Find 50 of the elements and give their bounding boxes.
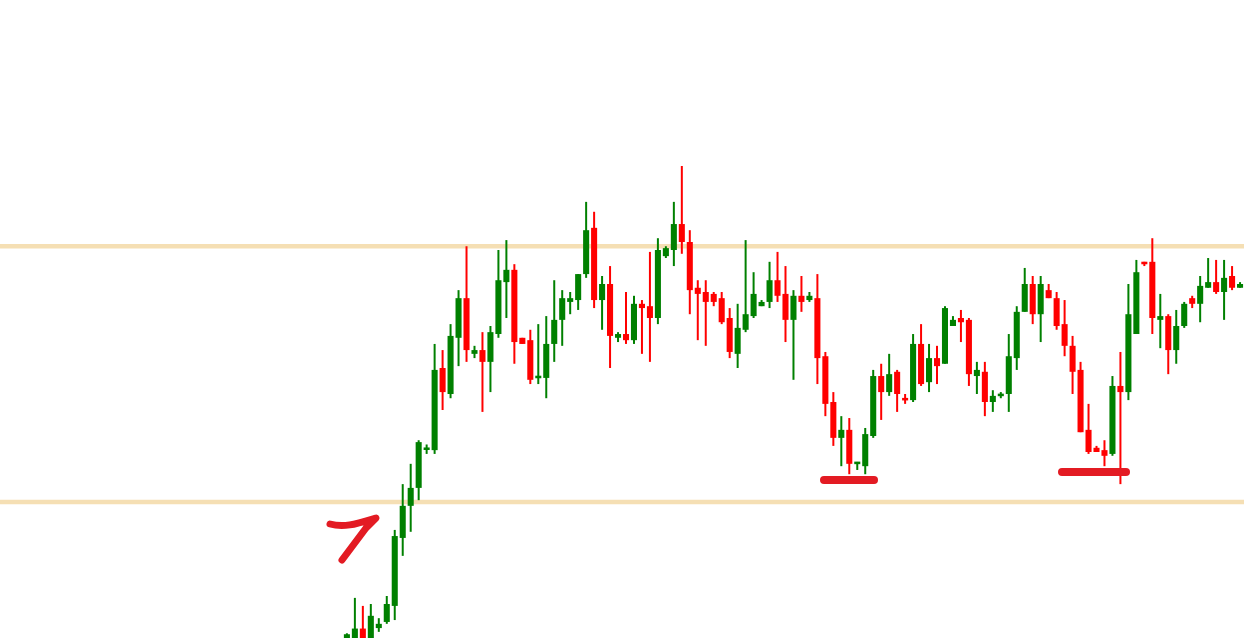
candlestick xyxy=(367,603,374,638)
candlestick xyxy=(583,200,590,279)
candlestick xyxy=(1101,439,1108,468)
candlestick xyxy=(1181,300,1188,329)
candlestick xyxy=(359,604,366,638)
candlestick xyxy=(551,279,558,363)
candlestick xyxy=(630,294,638,345)
candlestick xyxy=(1221,258,1228,321)
candlestick xyxy=(1229,265,1236,292)
candlestick xyxy=(543,315,550,400)
candlestick xyxy=(638,299,645,355)
candlestick xyxy=(670,200,677,268)
candlestick xyxy=(678,164,685,255)
candlestick xyxy=(527,328,534,386)
candlestick xyxy=(933,344,941,386)
candlestick xyxy=(575,273,582,311)
candlestick xyxy=(479,331,486,413)
candlestick xyxy=(1037,274,1044,344)
candlestick xyxy=(1165,313,1172,376)
candlestick xyxy=(1021,266,1028,313)
candlestick xyxy=(981,360,988,418)
candlestick xyxy=(559,289,566,347)
candlestick xyxy=(702,279,709,347)
candlestick xyxy=(766,260,773,310)
candlestick xyxy=(838,415,845,468)
candlestick xyxy=(622,291,630,345)
candlestick xyxy=(878,362,885,421)
candlestick xyxy=(846,417,853,476)
candlestick xyxy=(989,389,996,413)
candlestick xyxy=(1173,308,1180,365)
candlestick xyxy=(407,462,414,533)
candlestick xyxy=(1117,350,1124,486)
candlestick xyxy=(886,352,893,397)
candlestick xyxy=(646,250,653,363)
candlestick xyxy=(1213,258,1220,295)
candlestick xyxy=(926,342,933,394)
candlestick xyxy=(439,349,446,412)
candlestick xyxy=(1029,274,1036,326)
candlestick xyxy=(918,323,925,387)
candlestick xyxy=(415,439,422,502)
candlestick xyxy=(734,302,741,370)
candlestick xyxy=(973,360,980,395)
candlestick xyxy=(1157,292,1164,350)
candlestick xyxy=(1061,299,1068,358)
candlestick xyxy=(351,596,358,638)
candlestick xyxy=(798,274,805,313)
candlestick xyxy=(1197,274,1204,324)
candlestick xyxy=(599,274,606,331)
candlestick xyxy=(894,368,901,413)
candlestick xyxy=(790,289,797,381)
